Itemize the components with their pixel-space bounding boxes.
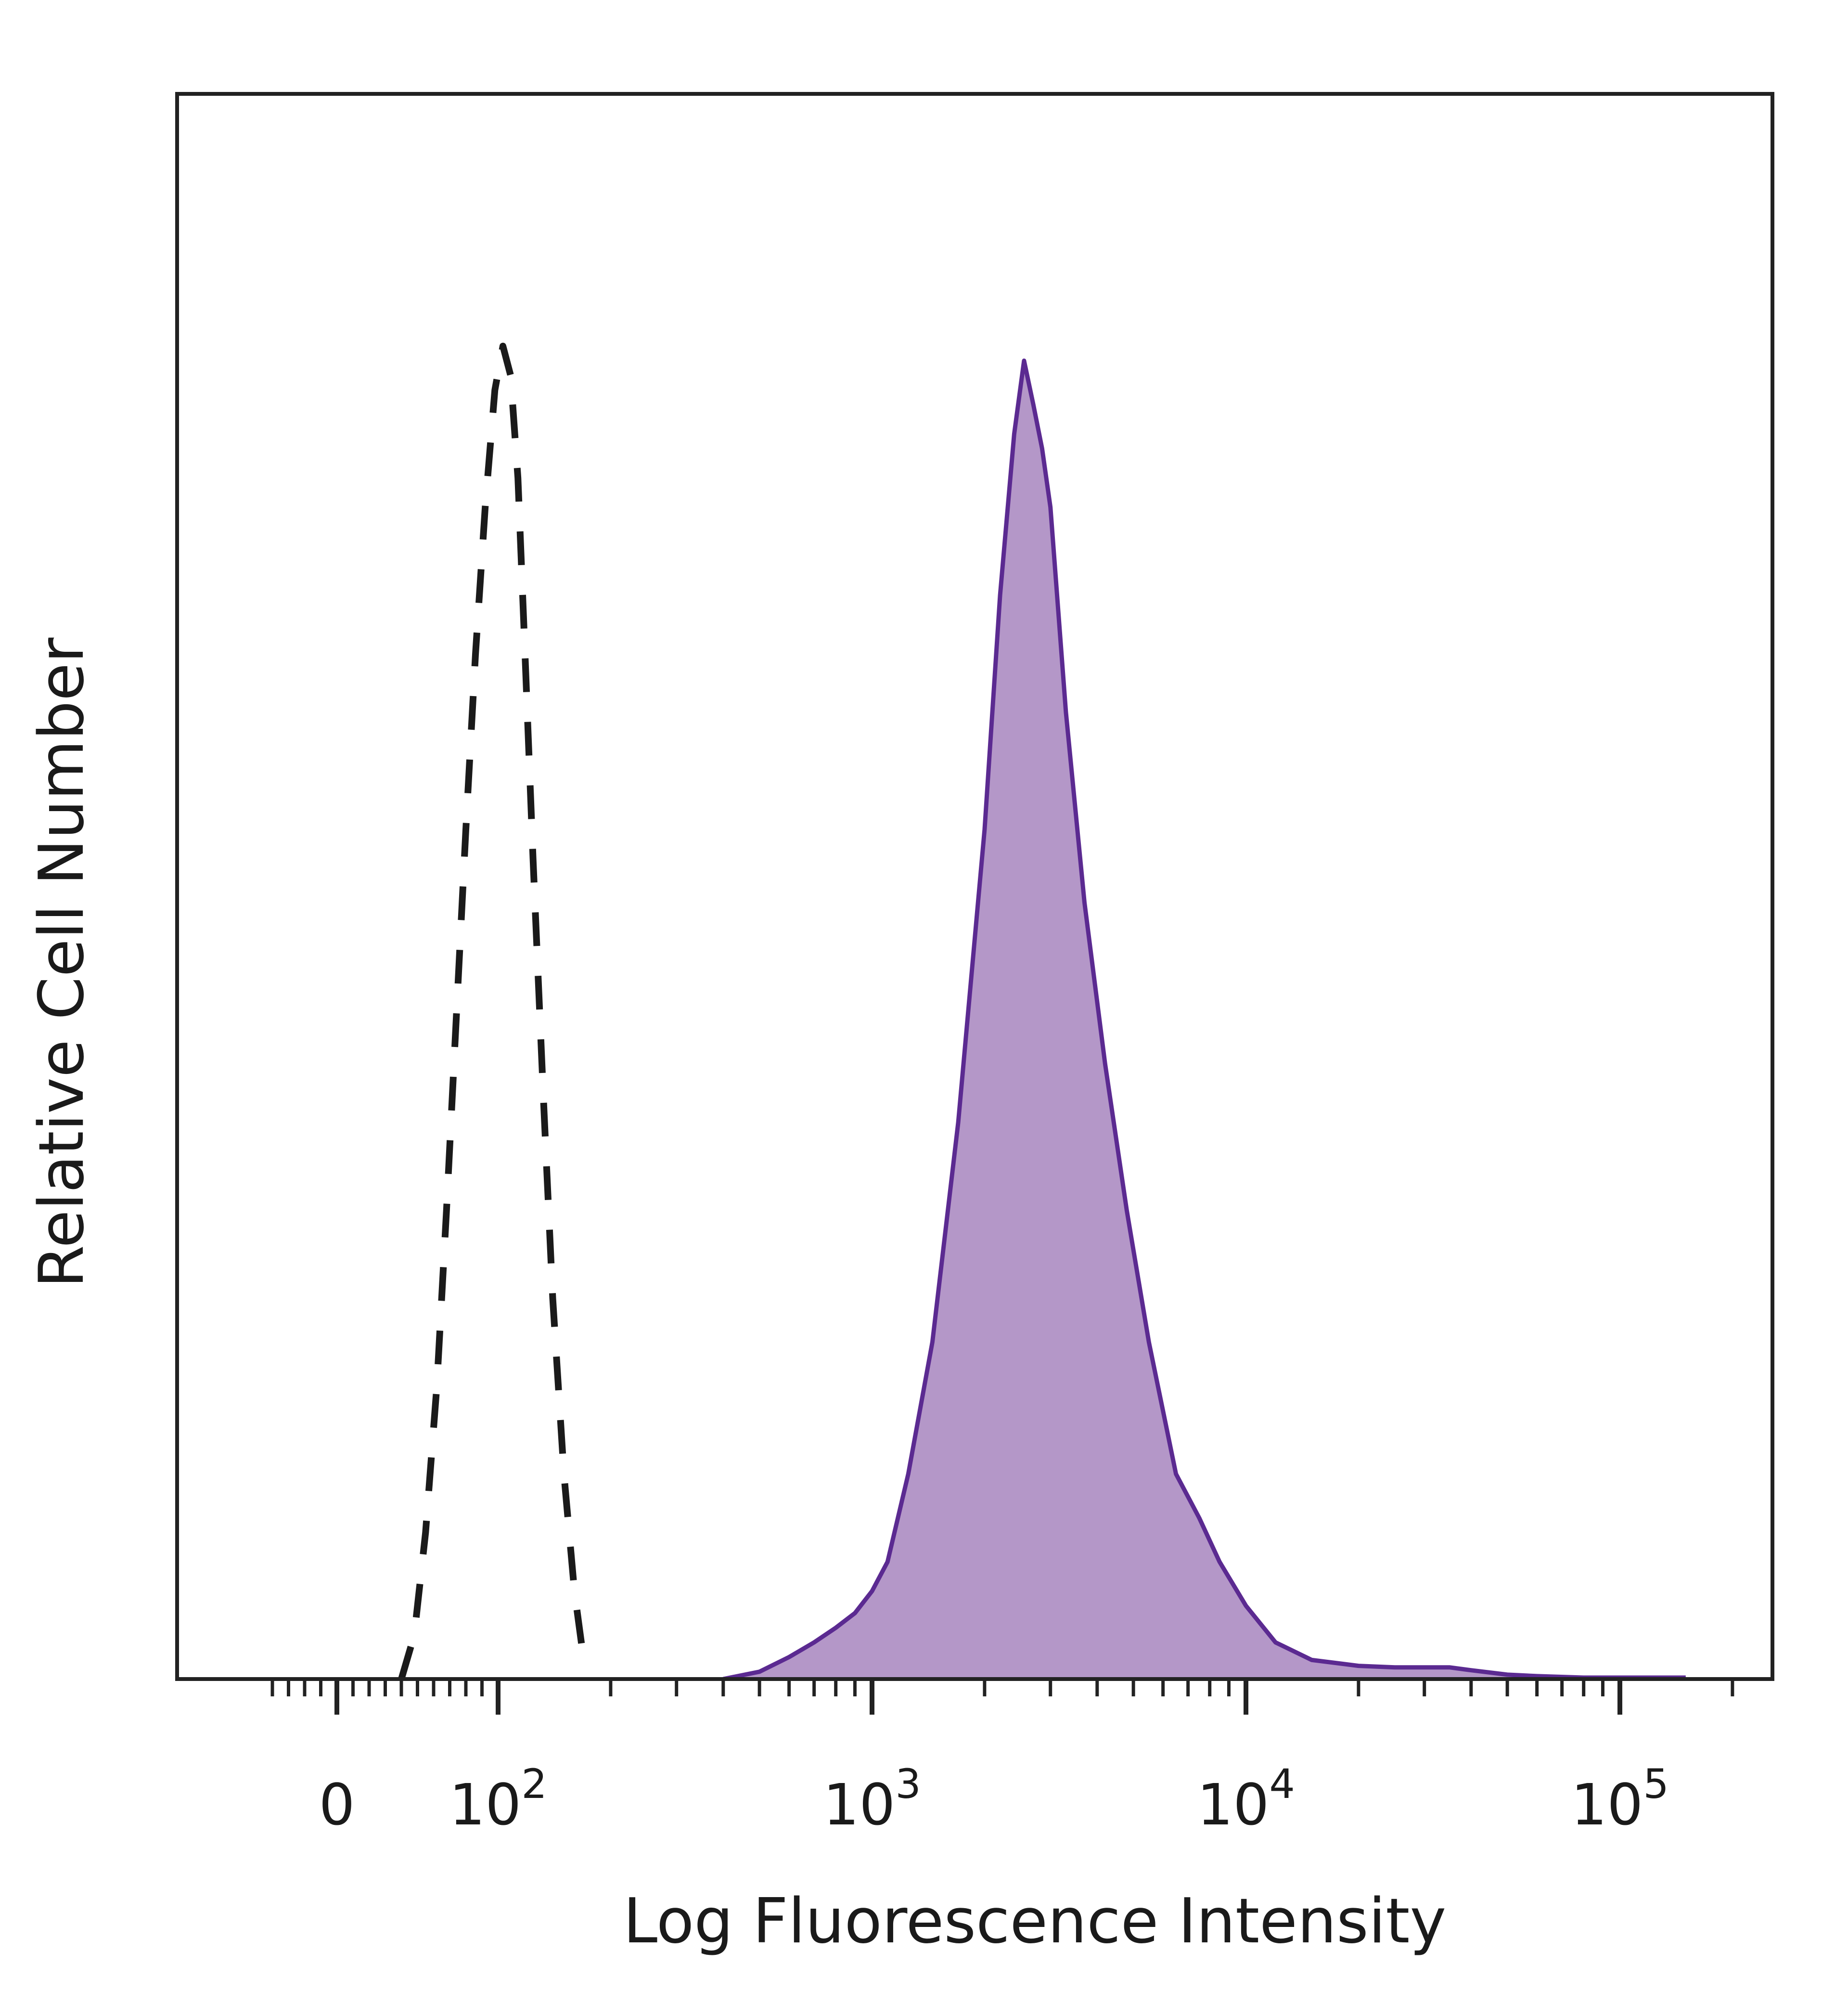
y-axis-label: Relative Cell Number bbox=[26, 637, 98, 1288]
control-histogram-line bbox=[398, 342, 588, 1680]
x-tick-label: 0 bbox=[319, 1771, 355, 1838]
x-tick-label: 104 bbox=[1197, 1760, 1295, 1838]
x-tick-label: 103 bbox=[823, 1760, 921, 1838]
plot-frame bbox=[175, 92, 1774, 1681]
histogram-fill-1 bbox=[723, 361, 1686, 1679]
x-axis-ticks: 0 102 103 104 105 bbox=[270, 1681, 1734, 1838]
stained-histogram-line bbox=[722, 358, 1686, 1681]
plot-area bbox=[398, 342, 1686, 1681]
x-axis-label: Log Fluorescence Intensity bbox=[623, 1886, 1446, 1957]
x-tick-label: 105 bbox=[1571, 1760, 1669, 1838]
x-tick-label: 102 bbox=[449, 1760, 547, 1838]
